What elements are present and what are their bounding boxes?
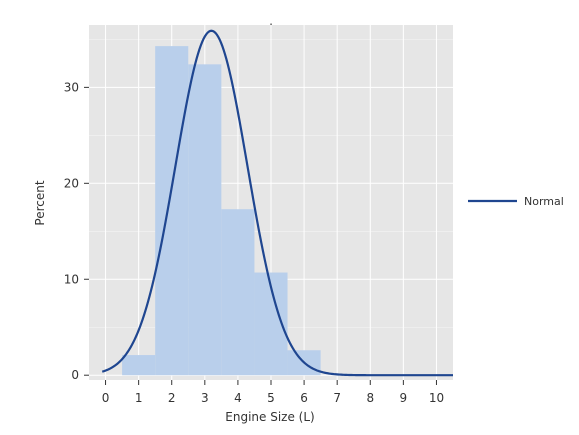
histogram-bar [188,64,222,376]
y-tick-label: 10 [64,272,79,286]
y-axis-ticks: 0 10 20 30 [64,80,89,382]
legend-normal-label: Normal [524,195,564,208]
histogram-bar [155,46,189,376]
y-axis-label: Percent [33,180,47,225]
x-tick-label: 7 [333,391,341,405]
y-tick-label: 30 [64,80,79,94]
x-tick-label: 1 [135,391,143,405]
x-tick-label: 5 [267,391,275,405]
y-tick-label: 20 [64,176,79,190]
x-tick-label: 0 [102,391,110,405]
legend: Normal [468,195,564,208]
x-tick-label: 9 [400,391,408,405]
x-tick-label: 6 [300,391,308,405]
histogram-bar [221,209,255,376]
grid [89,25,453,380]
x-tick-label: 2 [168,391,176,405]
x-tick-label: 10 [429,391,444,405]
y-tick-label: 0 [71,368,79,382]
x-tick-label: 8 [366,391,374,405]
histogram-bar [122,355,156,376]
x-tick-label: 3 [201,391,209,405]
x-tick-label: 4 [234,391,242,405]
x-axis-label: Engine Size (L) [225,410,314,424]
histogram-bars [122,46,321,376]
normal-curve [101,29,453,377]
x-axis-ticks: 0 1 2 3 4 5 6 7 8 9 10 [102,380,444,405]
